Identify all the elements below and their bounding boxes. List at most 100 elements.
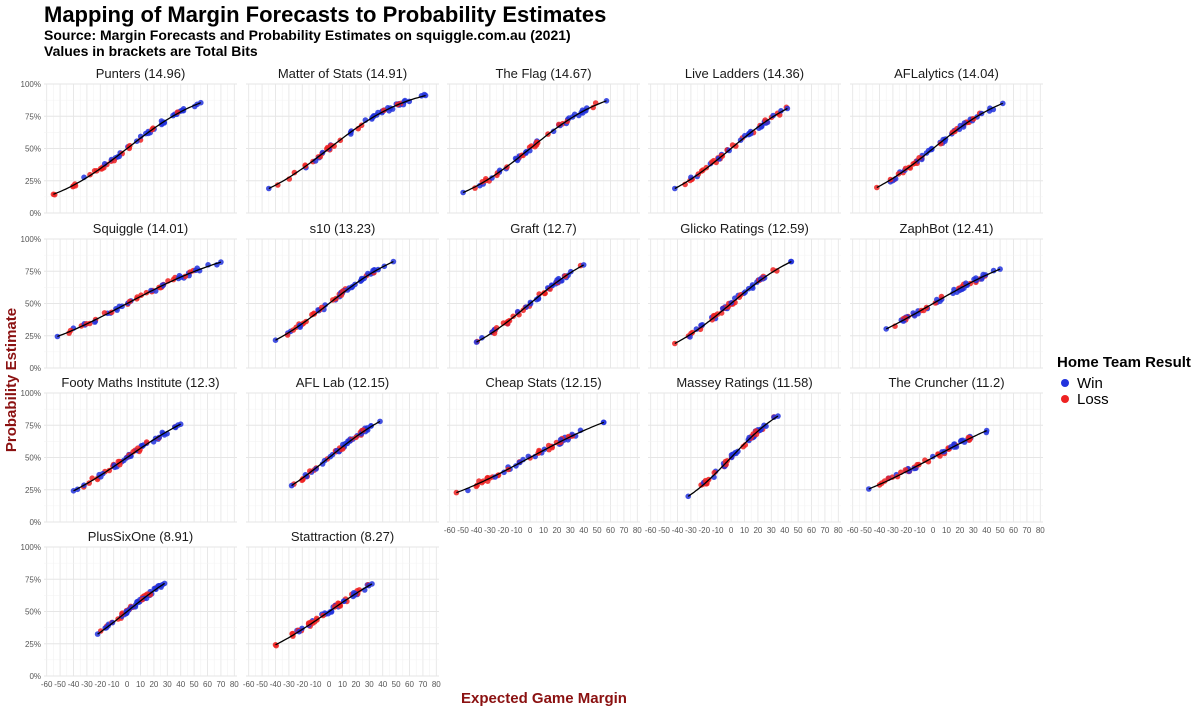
fit-curve <box>476 264 585 343</box>
x-tick-label: 50 <box>996 526 1005 535</box>
data-point <box>130 449 136 455</box>
x-tick-label: 60 <box>606 526 615 535</box>
x-tick-label: -30 <box>887 526 899 535</box>
y-tick-label: 0% <box>29 518 41 527</box>
panel-title-15: PlusSixOne (8.91) <box>88 529 194 544</box>
x-tick-label: 30 <box>365 680 374 689</box>
x-tick-label: 80 <box>230 680 239 689</box>
data-point <box>390 258 397 265</box>
panel-title-7: Graft (12.7) <box>510 221 576 236</box>
x-tick-label: 70 <box>820 526 829 535</box>
y-tick-label: 50% <box>25 608 41 617</box>
x-tick-label: -20 <box>498 526 510 535</box>
fit-curve <box>674 107 788 190</box>
x-tick-label: 70 <box>1022 526 1031 535</box>
y-tick-label: 0% <box>29 672 41 681</box>
data-point <box>174 109 181 115</box>
data-point <box>753 428 759 434</box>
x-tick-label: -10 <box>511 526 523 535</box>
chart-caption: Values in brackets are Total Bits <box>44 43 258 59</box>
panel-title-6: s10 (13.23) <box>310 221 376 236</box>
x-tick-label: -50 <box>54 680 66 689</box>
data-point <box>746 434 752 441</box>
panel-title-14: The Cruncher (11.2) <box>888 375 1004 390</box>
x-tick-label: 40 <box>176 680 185 689</box>
x-tick-label: -50 <box>256 680 268 689</box>
panel-title-13: Massey Ratings (11.58) <box>676 375 812 390</box>
x-tick-label: -20 <box>95 680 107 689</box>
data-point <box>749 282 756 288</box>
y-tick-label: 100% <box>21 80 41 89</box>
y-axis-title: Probability Estimate <box>3 308 20 452</box>
panel-title-8: Glicko Ratings (12.59) <box>680 221 809 236</box>
x-tick-label: 40 <box>780 526 789 535</box>
legend-dot-win <box>1061 379 1069 387</box>
x-tick-label: -30 <box>484 526 496 535</box>
x-tick-label: -10 <box>310 680 322 689</box>
y-tick-label: 0% <box>29 364 41 373</box>
x-tick-label: 80 <box>1036 526 1045 535</box>
legend-item-win: Win <box>1057 374 1191 392</box>
x-tick-label: 20 <box>149 680 158 689</box>
fit-curve <box>275 261 394 341</box>
data-point <box>473 339 480 345</box>
fit-curve <box>275 583 373 646</box>
y-tick-label: 50% <box>25 145 41 154</box>
panel-title-16: Stattraction (8.27) <box>291 529 394 544</box>
legend: Home Team Result Win Loss <box>1057 354 1191 408</box>
x-tick-label: -60 <box>41 680 53 689</box>
x-tick-label: 50 <box>794 526 803 535</box>
y-tick-label: 75% <box>25 112 41 121</box>
y-tick-label: 75% <box>25 575 41 584</box>
data-point <box>422 92 429 99</box>
x-tick-label: 20 <box>753 526 762 535</box>
x-tick-label: 70 <box>216 680 225 689</box>
x-tick-label: 70 <box>418 680 427 689</box>
panel-title-0: Punters (14.96) <box>96 66 186 81</box>
x-tick-label: -60 <box>645 526 657 535</box>
y-tick-label: 50% <box>25 454 41 463</box>
x-tick-label: 10 <box>942 526 951 535</box>
x-tick-label: 0 <box>327 680 332 689</box>
fit-curve <box>291 420 381 487</box>
x-tick-label: -10 <box>712 526 724 535</box>
fit-curve <box>456 421 605 494</box>
x-tick-label: 50 <box>190 680 199 689</box>
data-point <box>302 472 309 478</box>
data-point <box>137 133 144 140</box>
x-tick-label: -20 <box>901 526 913 535</box>
data-point <box>307 468 313 474</box>
y-tick-label: 0% <box>29 209 41 218</box>
x-tick-label: -60 <box>243 680 255 689</box>
x-tick-label: -20 <box>297 680 309 689</box>
x-tick-label: -30 <box>283 680 295 689</box>
x-tick-label: 20 <box>955 526 964 535</box>
x-tick-label: -40 <box>68 680 80 689</box>
x-tick-label: -50 <box>658 526 670 535</box>
x-tick-label: 10 <box>740 526 749 535</box>
y-tick-label: 75% <box>25 267 41 276</box>
x-tick-label: 80 <box>633 526 642 535</box>
panel-title-10: Footy Maths Institute (12.3) <box>61 375 219 390</box>
data-point <box>325 610 331 617</box>
fit-curve <box>885 268 1001 330</box>
x-tick-label: 50 <box>392 680 401 689</box>
x-tick-label: 70 <box>619 526 628 535</box>
panel-title-3: Live Ladders (14.36) <box>685 66 804 81</box>
legend-label-win: Win <box>1077 374 1103 392</box>
x-tick-label: -40 <box>874 526 886 535</box>
data-point <box>883 326 889 332</box>
data-point <box>1000 100 1006 107</box>
x-tick-label: 30 <box>767 526 776 535</box>
chart-subtitle: Source: Margin Forecasts and Probability… <box>44 27 571 43</box>
y-tick-label: 75% <box>25 421 41 430</box>
data-point <box>937 140 944 147</box>
y-tick-label: 50% <box>25 300 41 309</box>
data-point <box>328 142 334 149</box>
x-tick-label: 60 <box>1009 526 1018 535</box>
y-tick-label: 100% <box>21 389 41 398</box>
y-tick-label: 25% <box>25 486 41 495</box>
panel-title-12: Cheap Stats (12.15) <box>485 375 601 390</box>
x-axis-title: Expected Game Margin <box>461 690 627 707</box>
